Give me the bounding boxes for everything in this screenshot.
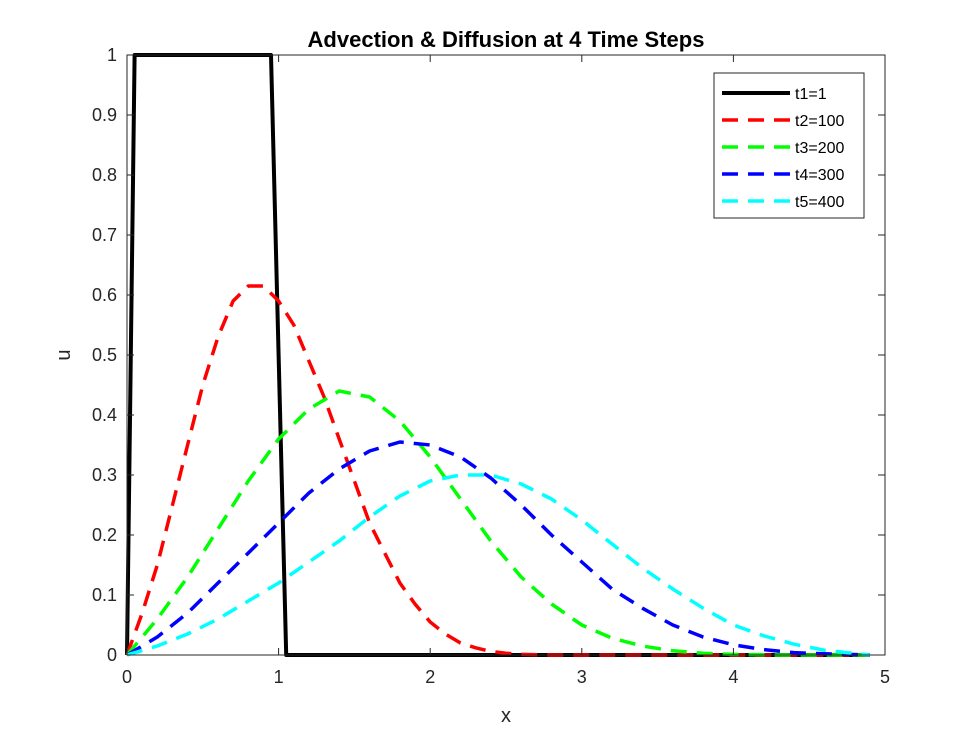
x-tick-label: 2 <box>425 667 435 687</box>
legend-label-5: t5=400 <box>795 194 844 211</box>
y-tick-label: 0.8 <box>92 165 117 185</box>
x-tick-label: 5 <box>880 667 890 687</box>
ticks-layer: 0 1 2 3 4 5 0 0.1 0.2 0.3 0.4 0.5 0.6 0.7 0.8 0.9 1 <box>92 45 890 687</box>
x-tick-label: 1 <box>274 667 284 687</box>
chart-title: Advection & Diffusion at 4 Time Steps <box>308 27 705 52</box>
series-line-5 <box>126 473 870 657</box>
series-line-2 <box>125 284 870 657</box>
series-line-3 <box>125 389 870 657</box>
x-tick-label: 0 <box>122 667 132 687</box>
y-tick-label: 0.5 <box>92 345 117 365</box>
legend-label-3: t3=200 <box>795 140 844 157</box>
series-line-4 <box>126 440 870 657</box>
y-tick-label: 0.9 <box>92 105 117 125</box>
x-tick-label: 3 <box>577 667 587 687</box>
x-axis-label: x <box>501 705 511 727</box>
x-tick-label: 4 <box>728 667 738 687</box>
y-tick-label: 0.4 <box>92 405 117 425</box>
y-tick-label: 0.7 <box>92 225 117 245</box>
y-tick-label: 0.3 <box>92 465 117 485</box>
y-axis-label: u <box>53 349 75 360</box>
legend-label-2: t2=100 <box>795 113 844 130</box>
legend-label-1: t1=1 <box>795 86 827 103</box>
y-tick-label: 1 <box>107 45 117 65</box>
legend-label-4: t4=300 <box>795 167 844 184</box>
y-tick-label: 0.2 <box>92 525 117 545</box>
y-tick-label: 0.1 <box>92 585 117 605</box>
y-tick-label: 0 <box>107 645 117 665</box>
y-tick-label: 0.6 <box>92 285 117 305</box>
legend: t1=1 t2=100 t3=200 t4=300 t5=400 <box>713 72 865 219</box>
